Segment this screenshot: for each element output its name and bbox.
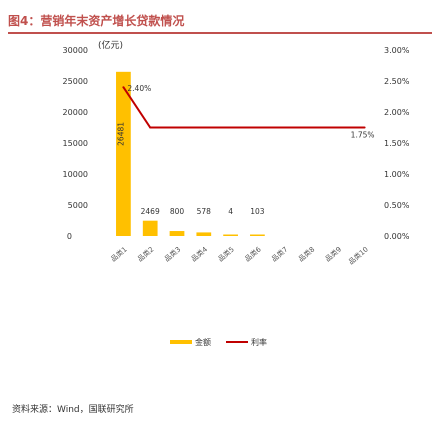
y-left-tick-label: 5000	[68, 201, 88, 210]
x-tick-label: 品类4	[189, 244, 209, 263]
legend-label: 金额	[195, 337, 211, 347]
bar-data-label: 26481	[116, 122, 125, 146]
line-point	[122, 86, 125, 89]
x-tick-label: 品类6	[243, 244, 263, 263]
x-tick-label: 品类1	[109, 245, 129, 264]
line-point	[283, 126, 286, 129]
chart-title: 图4：营销年末资产增长贷款情况	[8, 14, 185, 28]
line-point	[363, 126, 366, 129]
y-left-tick-label: 0	[67, 232, 72, 241]
title-bar: 图4：营销年末资产增长贷款情况	[8, 10, 432, 34]
source-note: 资料来源：Wind，国联研究所	[12, 405, 134, 415]
y-left-tick-label: 25000	[63, 77, 88, 86]
bar-data-label: 800	[170, 207, 185, 216]
line-point	[176, 126, 178, 129]
x-tick-label: 品类3	[162, 245, 182, 264]
legend: 金额 利率	[170, 337, 267, 347]
bar	[223, 234, 238, 236]
y-right-tick-label: 1.50%	[384, 139, 410, 148]
bar-data-label: 2469	[141, 207, 160, 216]
x-axis-labels: 品类1 品类2 品类3 品类4 品类5 品类6 品类7 品类8 品类9 品类10	[109, 244, 370, 266]
line-point	[229, 126, 232, 129]
line-series: 2.40% 1.75%	[122, 84, 375, 140]
y-right-tick-label: 2.50%	[384, 77, 410, 86]
x-tick-label: 品类7	[270, 245, 290, 264]
bar-data-label: 4	[228, 207, 233, 216]
legend-label: 利率	[251, 337, 267, 347]
bar	[196, 232, 212, 236]
y-left-ticks: 30000 25000 20000 15000 10000 5000 0	[63, 46, 88, 241]
x-tick-label: 品类2	[136, 245, 156, 264]
y-right-tick-label: 3.00%	[384, 46, 410, 55]
chart: (亿元) 30000 25000 20000 15000 10000 5000 0 3.00…	[63, 39, 410, 347]
bar	[250, 234, 265, 236]
line-data-label: 2.40%	[127, 84, 151, 93]
x-tick-label: 品类5	[216, 245, 236, 264]
y-right-tick-label: 0.50%	[384, 201, 410, 210]
line-path	[122, 86, 365, 129]
line-point	[202, 126, 205, 129]
y-left-tick-label: 15000	[63, 139, 88, 148]
y-left-unit: (亿元)	[98, 39, 123, 51]
line-point	[310, 126, 312, 129]
bar	[169, 231, 185, 236]
bar	[142, 220, 158, 236]
bar-labels: 26481 2469 800 578 4 103	[116, 122, 264, 216]
y-right-tick-label: 0.00%	[384, 232, 410, 241]
x-tick-label: 品类8	[296, 245, 316, 264]
y-right-tick-label: 2.00%	[384, 108, 410, 117]
line-point	[149, 126, 152, 129]
y-left-tick-label: 20000	[63, 108, 88, 117]
bar-data-label: 103	[250, 207, 265, 216]
x-tick-label: 品类10	[347, 245, 370, 267]
bar-data-label: 578	[197, 207, 212, 216]
line-point	[336, 126, 339, 129]
y-right-tick-label: 1.00%	[384, 170, 410, 179]
y-left-tick-label: 10000	[63, 170, 88, 179]
line-data-label: 1.75%	[351, 131, 375, 140]
bar	[116, 71, 131, 236]
y-left-tick-label: 30000	[63, 46, 88, 55]
y-right-ticks: 3.00% 2.50% 2.00% 1.50% 1.00% 0.50% 0.00%	[384, 46, 410, 241]
line-point	[256, 126, 259, 129]
bars	[116, 71, 265, 236]
x-tick-label: 品类9	[323, 245, 343, 264]
